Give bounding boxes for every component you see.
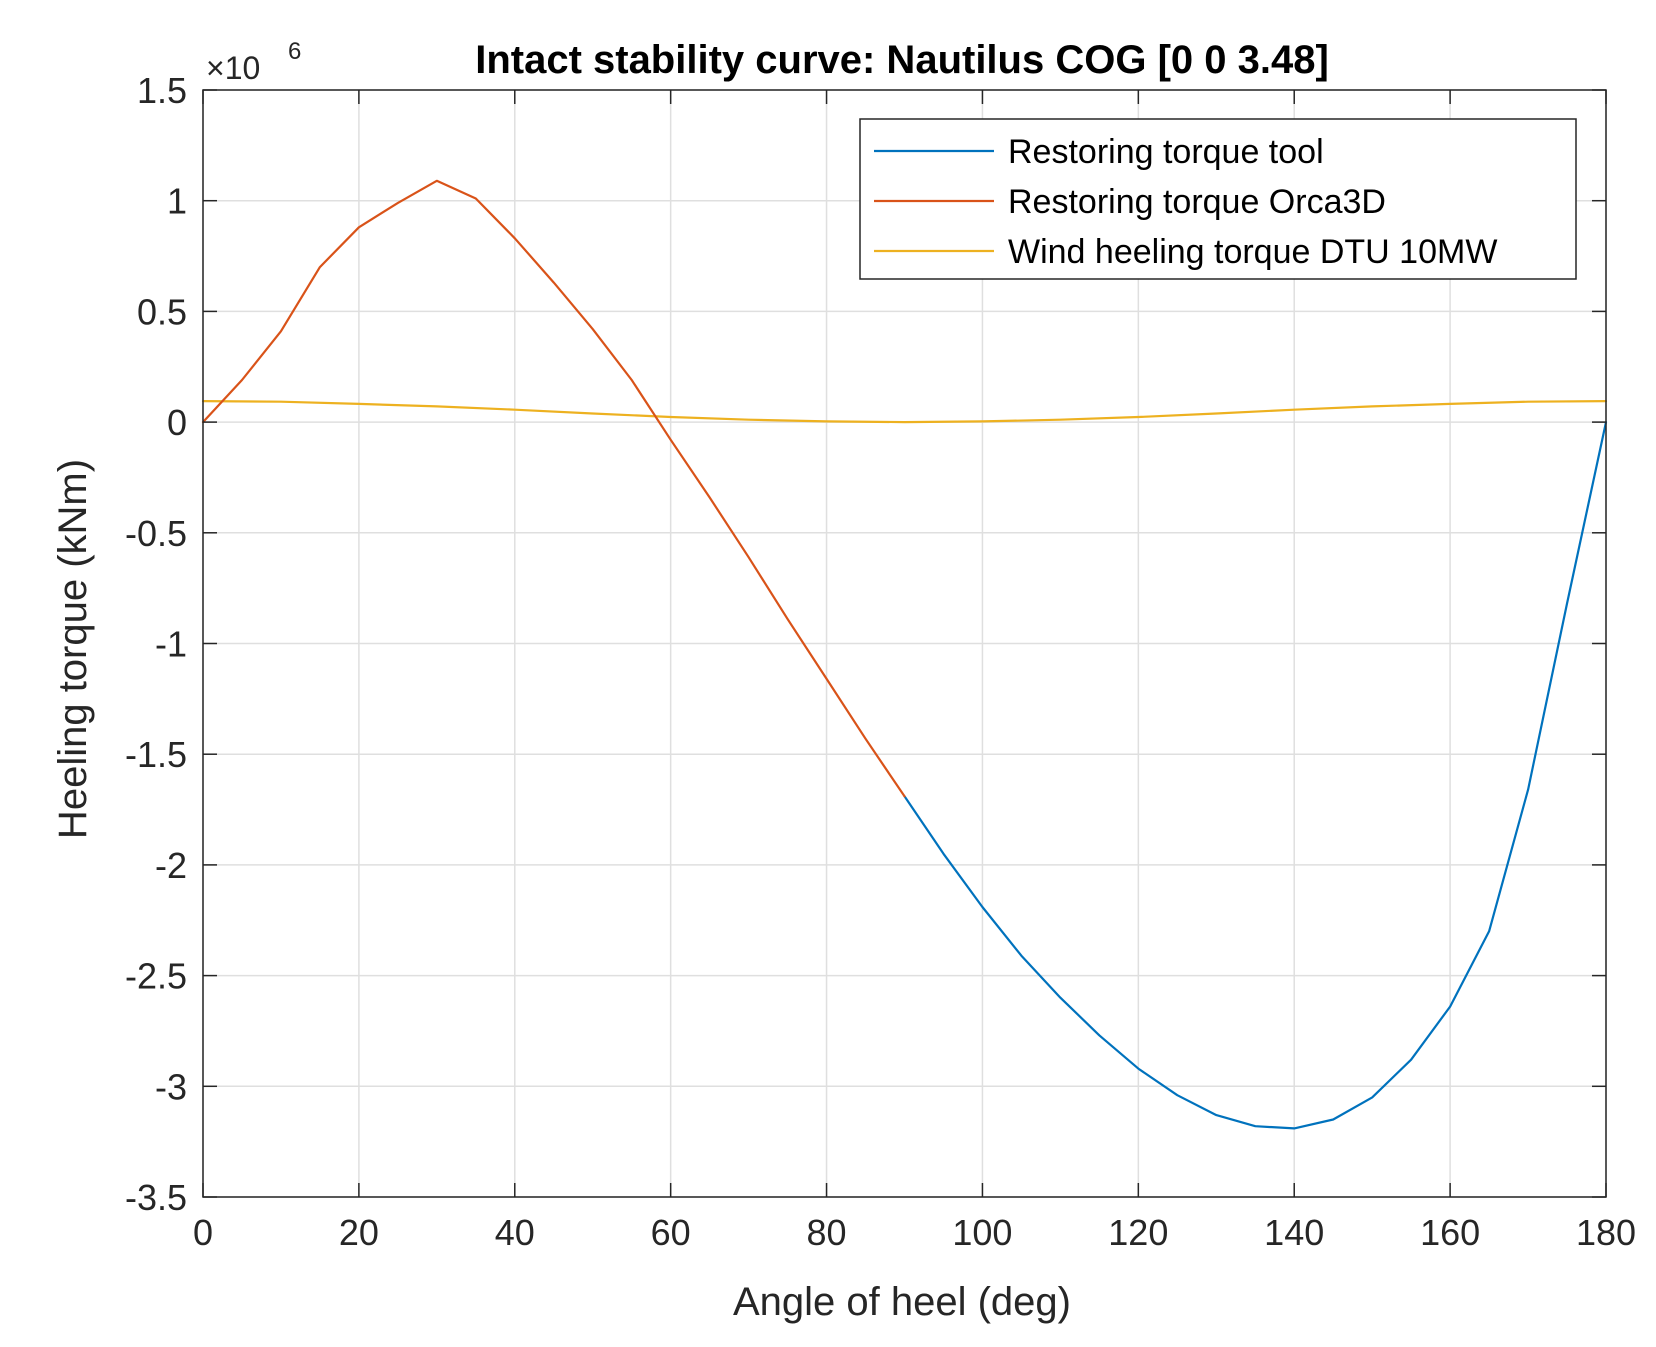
y-axis-label: Heeling torque (kNm): [51, 459, 95, 839]
y-tick-label: -2: [155, 845, 187, 886]
y-tick-label: 0: [167, 402, 187, 443]
legend-entry-1: Restoring torque Orca3D: [1008, 183, 1386, 221]
legend-box: [859, 118, 1577, 280]
x-axis-label: Angle of heel (deg): [733, 1280, 1071, 1324]
y-tick-label: -2.5: [125, 956, 187, 997]
series-line-2: [201, 400, 1608, 424]
chart-legend: Restoring torque tool Restoring torque Or…: [859, 118, 1577, 280]
y-tick-label: -3: [155, 1066, 187, 1107]
x-tick-label: 180: [1576, 1212, 1636, 1253]
y-tick-label: 1.5: [137, 70, 187, 111]
x-tick-label: 100: [952, 1212, 1012, 1253]
x-tick-label: 160: [1420, 1212, 1480, 1253]
y-tick-label: 0.5: [137, 291, 187, 332]
axis-ticks: [202, 89, 1607, 1198]
y-tick-label: -1.5: [125, 734, 187, 775]
chart-title: Intact stability curve: Nautilus COG [0 …: [475, 38, 1329, 82]
x-tick-label: 20: [339, 1212, 379, 1253]
y-tick-label: -0.5: [125, 513, 187, 554]
legend-entry-0: Restoring torque tool: [1008, 133, 1324, 171]
x-tick-label: 0: [193, 1212, 213, 1253]
y-axis-exponent: ×10 6: [206, 38, 301, 86]
series-lines: [201, 179, 1608, 1130]
x-tick-label: 80: [807, 1212, 847, 1253]
x-tick-label: 60: [651, 1212, 691, 1253]
x-tick-label: 40: [495, 1212, 535, 1253]
x-tick-label: 120: [1108, 1212, 1168, 1253]
series-line-0: [903, 421, 1608, 1130]
y-exponent-power: 6: [288, 38, 301, 65]
axis-tick-labels: 0 20 40 60 80 100 120 140 160 180 -3.5 -3 -2.5 -2 -1.5…: [125, 70, 1636, 1253]
x-tick-label: 140: [1264, 1212, 1324, 1253]
y-exponent-base: ×10: [206, 50, 260, 86]
y-tick-label: -1: [155, 624, 187, 665]
y-tick-label: 1: [167, 181, 187, 222]
legend-entry-2: Wind heeling torque DTU 10MW: [1008, 233, 1497, 271]
y-tick-label: -3.5: [125, 1177, 187, 1218]
series-line-1: [201, 179, 906, 798]
